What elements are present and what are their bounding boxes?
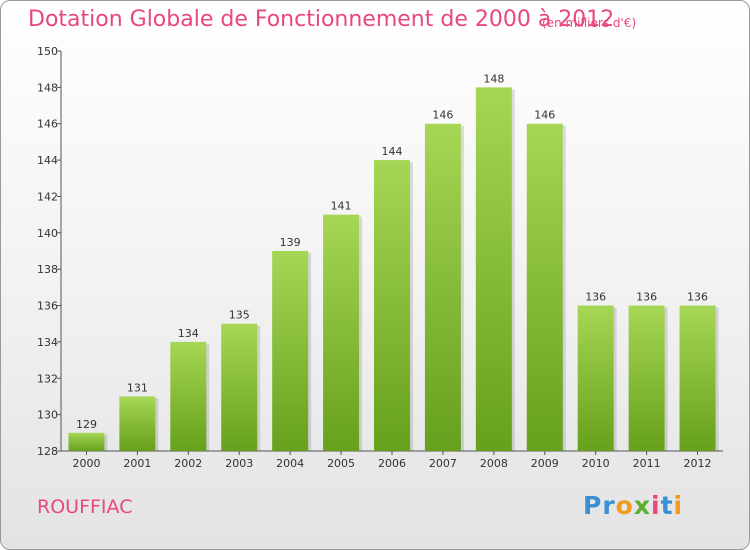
logo-letter: i (673, 491, 684, 520)
bar-value-label: 139 (280, 236, 301, 249)
x-tick-label: 2004 (276, 457, 304, 470)
x-tick-label: 2003 (225, 457, 253, 470)
bar (68, 432, 105, 451)
x-tick-label: 2011 (633, 457, 661, 470)
bar (221, 323, 258, 451)
y-tick-label: 146 (37, 118, 58, 131)
bar (272, 251, 309, 451)
x-tick-label: 2001 (123, 457, 151, 470)
y-tick-label: 150 (37, 45, 58, 58)
y-tick-label: 144 (37, 154, 58, 167)
x-axis: 2000 2001 2002 2003 2004 2005 2006 2007 2008 2009… (72, 451, 712, 470)
logo-letter: t (660, 491, 674, 520)
y-tick-label: 134 (37, 336, 58, 349)
y-tick-label: 132 (37, 372, 58, 385)
bar-value-label: 141 (331, 200, 352, 213)
y-tick-label: 140 (37, 227, 58, 240)
bar-value-label: 136 (636, 291, 657, 304)
bar (424, 123, 461, 452)
bar-value-label: 129 (76, 418, 97, 431)
bar (119, 396, 156, 451)
x-tick-label: 2002 (174, 457, 202, 470)
bar (628, 305, 665, 451)
bar-value-label: 136 (687, 291, 708, 304)
chart-title: Dotation Globale de Fonctionnement de 20… (28, 7, 615, 32)
proxiti-logo[interactable]: Proxiti (583, 491, 683, 520)
bar (526, 123, 563, 452)
bar-value-label: 144 (382, 145, 403, 158)
bar-value-label: 146 (432, 109, 453, 122)
bar (323, 214, 360, 451)
logo-letter: r (602, 491, 616, 520)
logo-letter: P (583, 491, 603, 520)
logo-letter: x (633, 491, 651, 520)
y-tick-label: 128 (37, 445, 58, 458)
x-tick-label: 2009 (531, 457, 559, 470)
bar (374, 160, 410, 451)
y-tick-label: 130 (37, 409, 58, 422)
y-tick-label: 148 (37, 81, 58, 94)
y-tick-label: 138 (37, 263, 58, 276)
chart-subtitle: (en milliers d'€) (542, 16, 637, 30)
bar-value-label: 134 (178, 327, 199, 340)
bar (679, 305, 716, 451)
logo-letter: i (651, 491, 661, 520)
x-tick-label: 2010 (582, 457, 610, 470)
bar-value-label: 131 (127, 381, 148, 394)
y-tick-label: 136 (37, 300, 58, 313)
y-tick-label: 142 (37, 190, 58, 203)
bar (577, 305, 614, 451)
x-tick-label: 2000 (72, 457, 100, 470)
x-tick-label: 2005 (327, 457, 355, 470)
bars: 129 131 134 135 139 141 144 146 148 146 136 136 136 (68, 72, 719, 452)
bar (170, 341, 207, 451)
x-tick-label: 2012 (684, 457, 712, 470)
x-tick-label: 2007 (429, 457, 457, 470)
bar-value-label: 136 (585, 291, 606, 304)
x-tick-label: 2008 (480, 457, 508, 470)
y-axis: 128 130 132 134 136 138 140 142 144 146 148 150 (37, 45, 723, 458)
city-name: ROUFFIAC (37, 496, 133, 518)
bar (475, 87, 512, 451)
bar-value-label: 148 (483, 72, 504, 85)
x-tick-label: 2006 (378, 457, 406, 470)
bar-value-label: 135 (229, 309, 250, 322)
bar-value-label: 146 (534, 109, 555, 122)
logo-letter: o (615, 491, 634, 520)
